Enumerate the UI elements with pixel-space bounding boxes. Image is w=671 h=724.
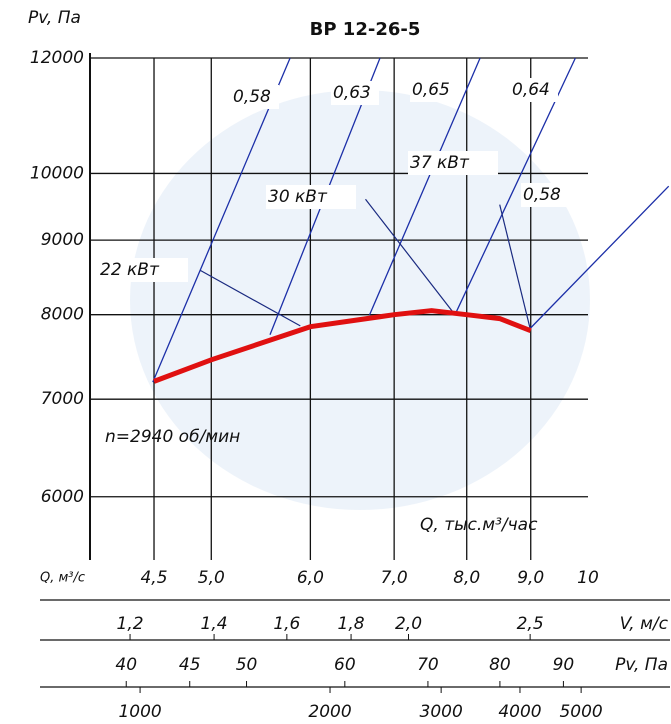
y-axis-label: Pv, Па bbox=[28, 8, 81, 28]
x-tick-label: 8,0 bbox=[453, 568, 480, 588]
x-tick-label: 7,0 bbox=[381, 568, 408, 588]
efficiency-label: 0,58 bbox=[523, 185, 561, 205]
curve bbox=[153, 308, 532, 384]
power-label: 22 кВт bbox=[100, 260, 160, 280]
x-tick-label: 6,0 bbox=[297, 568, 324, 588]
label-bg bbox=[231, 85, 279, 109]
scale-tick-label: 1000 bbox=[118, 702, 161, 722]
label-bg bbox=[408, 151, 498, 175]
watermark bbox=[130, 90, 590, 510]
scale-tick-label: 80 bbox=[489, 655, 511, 675]
efficiency-label: 0,58 bbox=[233, 87, 271, 107]
power-line bbox=[499, 204, 531, 329]
y-tick-label: 8000 bbox=[41, 305, 84, 325]
x-tick-label: 9,0 bbox=[517, 568, 544, 588]
power-label: 37 кВт bbox=[410, 153, 470, 173]
x-axis-label: Q, тыс.м³/час bbox=[420, 515, 538, 535]
efficiency-line bbox=[529, 185, 670, 329]
scale-tick-label: 2,5 bbox=[517, 614, 544, 634]
efficiency-line bbox=[368, 57, 481, 316]
label-bg bbox=[98, 258, 188, 282]
x-axis-label-bottom: Q, м³/с bbox=[40, 571, 85, 586]
scale-tick-label: 1,8 bbox=[338, 614, 365, 634]
x-tick-label: 4,5 bbox=[140, 568, 167, 588]
scale-label: V, м/с bbox=[620, 614, 669, 634]
efficiency-label: 0,65 bbox=[412, 80, 450, 100]
scale-tick-label: 3000 bbox=[420, 702, 463, 722]
efficiency-line bbox=[152, 57, 291, 383]
x-tick-label: 10 bbox=[577, 568, 599, 588]
scale-tick-label: 2,0 bbox=[395, 614, 422, 634]
label-bg bbox=[521, 183, 569, 207]
scale-tick-label: 1,2 bbox=[117, 614, 144, 634]
scale-tick-label: 4000 bbox=[498, 702, 541, 722]
power-line bbox=[200, 269, 301, 327]
y-tick-label: 12000 bbox=[30, 48, 84, 68]
label-bg bbox=[331, 81, 379, 105]
y-tick-label: 10000 bbox=[30, 163, 84, 183]
power-line bbox=[365, 198, 456, 316]
scale-tick-label: 90 bbox=[553, 655, 575, 675]
x-tick-label: 5,0 bbox=[198, 568, 225, 588]
scale-tick-label: 50 bbox=[236, 655, 258, 675]
label-bg bbox=[410, 78, 458, 102]
efficiency-label: 0,63 bbox=[333, 83, 371, 103]
scale-tick-label: 1,6 bbox=[273, 614, 300, 634]
chart-title: ВР 12-26-5 bbox=[310, 19, 421, 40]
y-tick-label: 9000 bbox=[41, 230, 84, 250]
scale-label: Pv, Па bbox=[615, 655, 668, 675]
label-bg bbox=[510, 78, 558, 102]
y-tick-label: 6000 bbox=[41, 487, 84, 507]
scale-tick-label: 40 bbox=[115, 655, 137, 675]
annotation: n=2940 об/мин bbox=[105, 427, 240, 447]
efficiency-label: 0,64 bbox=[512, 80, 550, 100]
scale-tick-label: 60 bbox=[334, 655, 356, 675]
power-label: 30 кВт bbox=[268, 187, 328, 207]
scale-tick-label: 70 bbox=[417, 655, 439, 675]
label-bg bbox=[266, 185, 356, 209]
scale-tick-label: 1,4 bbox=[201, 614, 228, 634]
scale-tick-label: 45 bbox=[179, 655, 201, 675]
scale-tick-label: 5000 bbox=[559, 702, 602, 722]
scale-tick-label: 2000 bbox=[308, 702, 351, 722]
y-tick-label: 7000 bbox=[41, 389, 84, 409]
